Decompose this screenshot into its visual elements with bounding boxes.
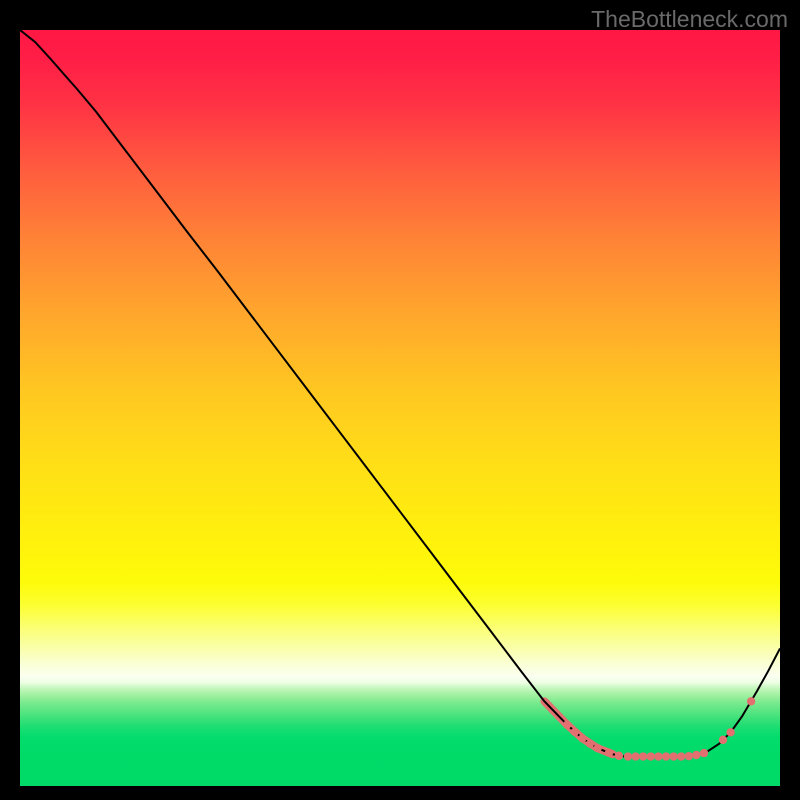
marker-dot	[563, 721, 571, 729]
marker-dot	[747, 697, 755, 705]
marker-dot	[692, 751, 700, 759]
marker-dot	[662, 752, 670, 760]
marker-dot	[685, 752, 693, 760]
marker-dot	[586, 739, 594, 747]
marker-dot	[571, 728, 579, 736]
chart-background	[20, 30, 780, 786]
marker-dot	[578, 734, 586, 742]
watermark-text: TheBottleneck.com	[591, 6, 788, 33]
marker-dot	[639, 752, 647, 760]
marker-dot	[605, 749, 613, 757]
marker-dot	[677, 752, 685, 760]
marker-dot	[700, 749, 708, 757]
marker-dot	[593, 744, 601, 752]
marker-dot	[719, 736, 727, 744]
marker-dot	[726, 728, 734, 736]
marker-dot	[669, 752, 677, 760]
plot-area	[20, 30, 780, 786]
chart-root: TheBottleneck.com	[0, 0, 800, 800]
marker-dot	[647, 752, 655, 760]
marker-dot	[631, 752, 639, 760]
marker-dot	[624, 752, 632, 760]
marker-dot	[615, 752, 623, 760]
marker-dot	[654, 752, 662, 760]
chart-svg	[20, 30, 780, 786]
